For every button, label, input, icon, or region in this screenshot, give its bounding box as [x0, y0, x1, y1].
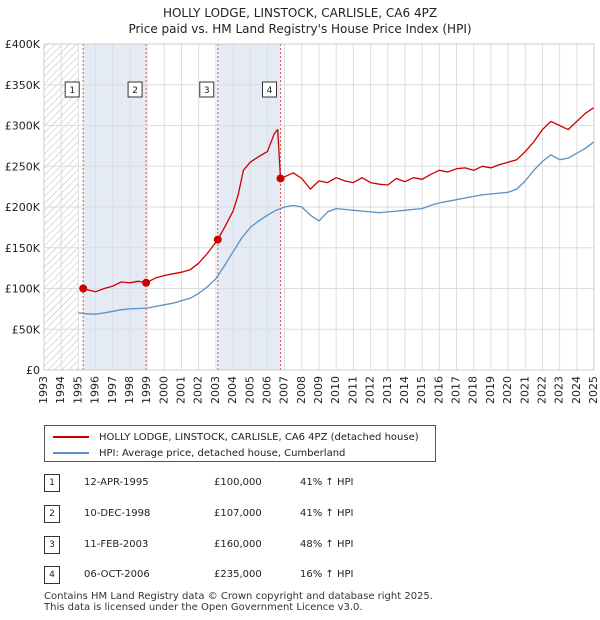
x-tick-label: 2010 — [329, 376, 342, 404]
sale-hpi-change: 41% ↑ HPI — [300, 508, 354, 519]
x-tick-label: 2000 — [157, 376, 170, 404]
sale-point — [79, 284, 88, 293]
sale-price: £100,000 — [214, 477, 262, 488]
sale-label-box — [262, 81, 277, 98]
sale-label-box — [127, 81, 143, 98]
hpi-line — [78, 141, 595, 315]
sale-label-number: 4 — [267, 86, 273, 96]
y-tick-label: £400K — [5, 38, 41, 51]
y-tick-label: £250K — [5, 160, 41, 173]
x-tick-label: 2019 — [484, 376, 497, 404]
sale-label-number: 2 — [132, 86, 138, 96]
sale-date: 11-FEB-2003 — [84, 539, 149, 550]
y-tick-label: £300K — [5, 120, 41, 133]
x-tick-label: 1994 — [54, 376, 67, 404]
x-tick-label: 1999 — [140, 376, 153, 404]
x-tick-label: 2013 — [381, 376, 394, 404]
y-tick-label: £100K — [5, 283, 41, 296]
sale-hpi-change: 16% ↑ HPI — [300, 569, 354, 580]
x-tick-label: 2012 — [364, 376, 377, 404]
x-tick-label: 2009 — [312, 376, 325, 404]
x-tick-label: 1997 — [106, 376, 119, 404]
sale-number-badge: 1 — [44, 474, 60, 492]
x-tick-label: 2002 — [192, 376, 205, 404]
sale-number-badge: 3 — [44, 536, 60, 554]
sale-number-badge: 2 — [44, 505, 60, 523]
x-tick-label: 1995 — [71, 376, 84, 404]
chart-subtitle: Price paid vs. HM Land Registry's House … — [128, 22, 472, 36]
sale-price: £235,000 — [214, 569, 262, 580]
sale-row: 4 06-OCT-2006 £235,000 16% ↑ HPI — [44, 566, 464, 586]
property-price-line — [83, 107, 595, 293]
x-tick-label: 2023 — [553, 376, 566, 404]
x-tick-label: 2006 — [260, 376, 273, 404]
sale-point — [213, 235, 222, 244]
sale-row: 2 10-DEC-1998 £107,000 41% ↑ HPI — [44, 505, 464, 525]
sale-date: 12-APR-1995 — [84, 477, 149, 488]
y-tick-label: £0 — [26, 364, 40, 377]
x-tick-label: 2015 — [415, 376, 428, 404]
x-tick-label: 2017 — [450, 376, 463, 404]
x-tick-label: 2004 — [226, 376, 239, 404]
x-tick-label: 2011 — [346, 376, 359, 404]
x-tick-label: 2024 — [570, 376, 583, 404]
sale-label-number: 1 — [69, 86, 75, 96]
x-tick-label: 2003 — [209, 376, 222, 404]
sale-row: 3 11-FEB-2003 £160,000 48% ↑ HPI — [44, 536, 464, 556]
footer-attribution: Contains HM Land Registry data © Crown c… — [44, 591, 433, 613]
x-tick-label: 2008 — [295, 376, 308, 404]
legend-label-property: HOLLY LODGE, LINSTOCK, CARLISLE, CA6 4PZ… — [99, 431, 419, 443]
sale-point — [276, 174, 285, 183]
x-tick-label: 2020 — [501, 376, 514, 404]
price-chart: 1 2 3 4 £0 £50K £100K £150K £200K £250K £300K £350… — [5, 38, 600, 404]
sale-label-number: 3 — [204, 86, 210, 96]
footer-line-2: This data is licensed under the Open Gov… — [44, 602, 363, 613]
sale-price: £107,000 — [214, 508, 262, 519]
x-tick-label: 2007 — [278, 376, 291, 404]
sale-hpi-change: 48% ↑ HPI — [300, 539, 354, 550]
x-tick-label: 2005 — [243, 376, 256, 404]
sale-label-box — [64, 81, 80, 98]
legend-swatch-hpi — [53, 452, 89, 454]
x-tick-label: 1993 — [37, 376, 50, 404]
chart-title: HOLLY LODGE, LINSTOCK, CARLISLE, CA6 4PZ — [162, 6, 438, 20]
x-tick-label: 2021 — [518, 376, 531, 404]
sale-date: 06-OCT-2006 — [84, 569, 150, 580]
sale-price: £160,000 — [214, 539, 262, 550]
x-tick-label: 2016 — [432, 376, 445, 404]
legend: HOLLY LODGE, LINSTOCK, CARLISLE, CA6 4PZ… — [44, 425, 436, 462]
x-tick-label: 2022 — [535, 376, 548, 404]
legend-swatch-property — [53, 436, 89, 438]
x-tick-label: 2014 — [398, 376, 411, 404]
x-tick-label: 2001 — [175, 376, 188, 404]
legend-item-hpi: HPI: Average price, detached house, Cumb… — [53, 445, 345, 461]
sale-date: 10-DEC-1998 — [84, 508, 151, 519]
footer-line-1: Contains HM Land Registry data © Crown c… — [44, 591, 433, 602]
legend-item-property: HOLLY LODGE, LINSTOCK, CARLISLE, CA6 4PZ… — [53, 429, 419, 445]
x-tick-label: 1998 — [123, 376, 136, 404]
sale-number-badge: 4 — [44, 566, 60, 584]
x-tick-label: 2018 — [467, 376, 480, 404]
y-tick-label: £50K — [12, 323, 41, 336]
sale-hpi-change: 41% ↑ HPI — [300, 477, 354, 488]
y-tick-label: £200K — [5, 201, 41, 214]
sale-row: 1 12-APR-1995 £100,000 41% ↑ HPI — [44, 474, 464, 494]
x-tick-label: 2025 — [587, 376, 600, 404]
x-tick-label: 1996 — [89, 376, 102, 404]
sale-label-box — [199, 81, 215, 98]
y-tick-label: £150K — [5, 242, 41, 255]
y-tick-label: £350K — [5, 79, 41, 92]
legend-label-hpi: HPI: Average price, detached house, Cumb… — [99, 447, 346, 459]
sale-point — [142, 278, 151, 287]
